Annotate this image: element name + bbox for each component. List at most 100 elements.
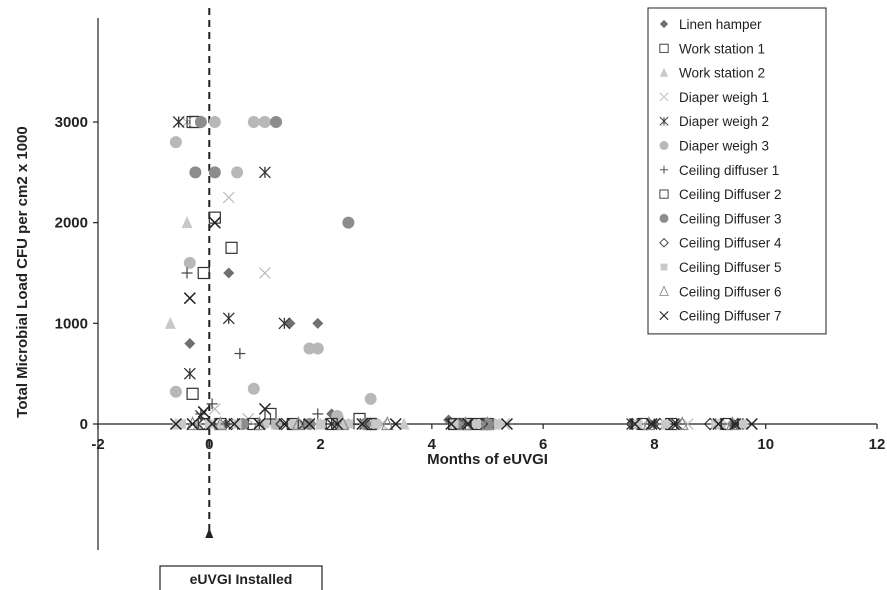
- data-point: [194, 116, 207, 128]
- legend-item: Ceiling diffuser 1: [659, 163, 779, 178]
- eUVGI-installed-callout: eUVGI Installed: [159, 565, 323, 590]
- data-point: [231, 166, 244, 179]
- data-point: [169, 417, 182, 431]
- data-point: [745, 417, 758, 431]
- legend-marker: [659, 92, 669, 102]
- data-point: [264, 413, 276, 425]
- data-point: [258, 166, 271, 179]
- legend-item: Diaper weigh 1: [659, 90, 769, 105]
- data-point: [445, 417, 458, 431]
- data-point: [208, 116, 221, 128]
- data-point: [364, 392, 377, 405]
- data-point: [343, 419, 353, 429]
- data-point: [189, 166, 202, 179]
- y-tick-label: 2000: [55, 215, 88, 232]
- data-point: [471, 419, 481, 429]
- data-point: [729, 417, 742, 431]
- legend-item: Diaper weigh 3: [659, 139, 769, 154]
- data-point: [164, 316, 176, 329]
- data-point: [312, 408, 324, 420]
- legend-label: Diaper weigh 2: [679, 114, 769, 129]
- data-point: [184, 337, 196, 349]
- data-point: [258, 402, 271, 415]
- data-point: [252, 416, 266, 431]
- data-point: [208, 211, 221, 224]
- legend-label: Work station 1: [679, 41, 765, 56]
- data-point: [628, 417, 641, 431]
- y-tick-label: 0: [80, 416, 88, 433]
- legend-item: Diaper weigh 2: [659, 114, 769, 129]
- data-point: [356, 417, 369, 431]
- data-point: [494, 419, 504, 429]
- series-10: [176, 419, 748, 429]
- data-point: [278, 417, 291, 431]
- data-point: [181, 216, 193, 229]
- legend-box: [647, 7, 827, 335]
- x-tick-label: 2: [316, 436, 324, 453]
- y-tick-label: 1000: [55, 315, 88, 332]
- legend-marker: [659, 311, 669, 321]
- data-point: [303, 342, 316, 355]
- legend-item: Linen hamper: [659, 17, 762, 32]
- data-point: [291, 416, 305, 431]
- data-point: [260, 419, 270, 429]
- data-point: [208, 216, 221, 229]
- data-point: [270, 116, 283, 128]
- data-point: [183, 292, 196, 305]
- legend-label: Work station 2: [679, 66, 765, 81]
- data-point: [481, 416, 494, 431]
- legend-item: Ceiling Diffuser 7: [659, 309, 782, 324]
- legend-marker: [659, 165, 669, 174]
- data-point: [712, 417, 725, 431]
- data-point: [208, 166, 221, 179]
- data-point: [172, 116, 185, 128]
- data-point: [278, 317, 291, 330]
- data-point: [197, 405, 210, 418]
- legend-label: Ceiling Diffuser 6: [679, 284, 782, 299]
- legend-marker: [659, 189, 669, 199]
- data-point: [500, 417, 514, 431]
- data-point: [247, 116, 260, 128]
- series-5: [169, 116, 500, 430]
- data-point: [183, 256, 196, 269]
- x-tick-label: 6: [539, 436, 547, 453]
- data-point: [222, 312, 235, 325]
- y-tick-labels: 0 1000 2000 3000: [55, 114, 88, 433]
- legend-item: Ceiling Diffuser 5: [660, 260, 782, 275]
- x-tick-label: 8: [650, 436, 658, 453]
- data-point: [206, 398, 218, 410]
- legend-marker: [659, 116, 669, 126]
- data-point: [181, 267, 193, 279]
- data-point: [461, 417, 475, 431]
- data-point: [633, 419, 643, 429]
- data-point: [398, 417, 410, 430]
- legend-marker: [659, 19, 669, 29]
- data-point: [197, 266, 210, 280]
- series-6: [181, 267, 727, 430]
- data-point: [258, 116, 271, 128]
- arrowhead: [205, 528, 214, 538]
- data-point: [311, 342, 324, 355]
- data-point: [389, 417, 402, 431]
- legend-item: Work station 2: [659, 66, 765, 81]
- data-point: [667, 417, 680, 431]
- data-point: [380, 416, 394, 431]
- legend-item: Ceiling Diffuser 3: [659, 211, 782, 226]
- data-point: [234, 348, 246, 360]
- data-point: [342, 216, 355, 229]
- legend-marker: [659, 213, 669, 223]
- data-point: [169, 136, 182, 149]
- legend-marker: [659, 285, 669, 296]
- data-point: [176, 419, 186, 429]
- series-8: [189, 116, 494, 430]
- x-tick-label: -2: [91, 436, 104, 453]
- legend-marker: [659, 141, 669, 150]
- y-tick-label: 3000: [55, 114, 88, 131]
- data-point: [222, 191, 235, 204]
- data-point: [284, 317, 296, 329]
- data-point: [675, 416, 689, 431]
- legend-marker: [660, 263, 668, 271]
- callout-label: eUVGI Installed: [190, 571, 293, 587]
- data-point: [183, 367, 196, 380]
